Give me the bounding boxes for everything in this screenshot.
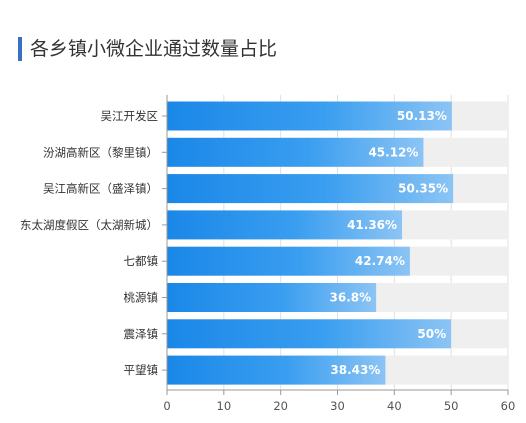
data-label: 50%: [417, 327, 446, 341]
bar: [167, 355, 386, 385]
x-tick-label: 40: [387, 399, 402, 413]
bar: [167, 283, 377, 312]
bar: [167, 246, 410, 276]
category-label: 震泽镇: [124, 327, 159, 341]
category-label: 东太湖度假区（太湖新城）: [20, 218, 158, 232]
x-tick-label: 50: [444, 399, 459, 413]
data-label: 50.35%: [398, 182, 448, 196]
chart-title: 各乡镇小微企业通过数量占比: [30, 38, 278, 60]
x-tick-label: 0: [163, 399, 170, 413]
bar: [167, 319, 452, 349]
bar: [167, 210, 403, 240]
bar: [167, 101, 452, 131]
bars: [167, 101, 454, 385]
axes: [162, 94, 509, 395]
x-tick-label: 20: [273, 399, 288, 413]
x-tick-labels: 0 10 20 30 40 50 60: [163, 399, 515, 413]
x-tick-label: 60: [501, 399, 516, 413]
category-label: 吴江高新区（盛泽镇）: [43, 182, 158, 196]
bar: [167, 174, 454, 204]
category-label: 七都镇: [124, 254, 159, 268]
title-accent-bar: [18, 37, 22, 61]
data-label: 42.74%: [355, 254, 405, 268]
data-label: 50.13%: [397, 109, 447, 123]
category-label: 桃源镇: [124, 291, 159, 305]
data-labels: 50.13% 45.12% 50.35% 41.36% 42.74% 36.8% 50% 38…: [330, 109, 449, 377]
category-label: 吴江开发区: [101, 109, 159, 123]
data-label: 41.36%: [347, 218, 397, 232]
category-label: 汾湖高新区（黎里镇）: [43, 145, 158, 159]
x-tick-label: 10: [217, 399, 232, 413]
bar: [167, 137, 424, 167]
x-tick-label: 30: [330, 399, 345, 413]
data-label: 45.12%: [368, 145, 418, 159]
category-label: 平望镇: [124, 363, 159, 377]
data-label: 38.43%: [330, 363, 380, 377]
data-label: 36.8%: [330, 291, 372, 305]
